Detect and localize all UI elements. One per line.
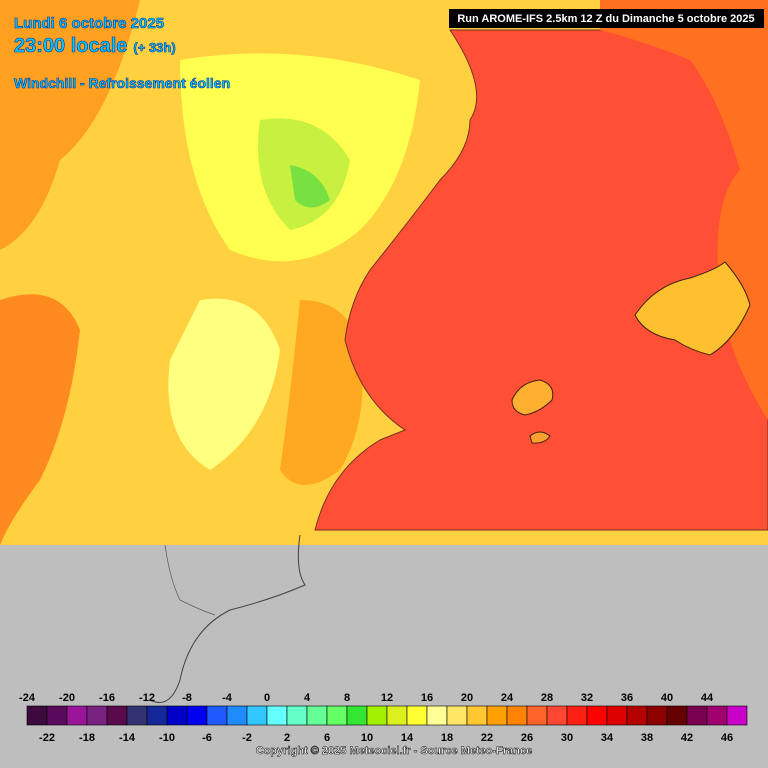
legend-swatch [286, 705, 308, 726]
legend-label: 28 [541, 692, 553, 704]
legend-label: -22 [39, 732, 55, 744]
date: Lundi 6 octobre 2025 [14, 15, 164, 32]
island [511, 379, 554, 416]
legend-label: 42 [681, 732, 693, 744]
legend-swatch [46, 705, 68, 726]
legend-swatch [586, 705, 608, 726]
legend-label: -6 [202, 732, 212, 744]
copyright: Copyright © 2025 Meteociel.fr - Source M… [256, 745, 532, 757]
legend-label: -10 [159, 732, 175, 744]
land-cool [168, 298, 280, 470]
legend-label: -20 [59, 692, 75, 704]
border [149, 534, 306, 703]
legend-swatch [266, 705, 288, 726]
legend-label: 4 [304, 692, 311, 704]
land-cool [290, 165, 330, 208]
legend-swatch [506, 705, 528, 726]
legend-label: 6 [324, 732, 330, 744]
legend-label: -4 [222, 692, 233, 704]
legend-swatch [626, 705, 648, 726]
legend-swatch [66, 705, 88, 726]
legend-swatch [246, 705, 268, 726]
legend-label: 0 [264, 692, 270, 704]
legend-label: 32 [581, 692, 593, 704]
time: 23:00 locale [14, 35, 127, 57]
legend-swatch [186, 705, 208, 726]
legend-swatch [406, 705, 428, 726]
run: Run AROME-IFS 2.5km 12 Z du Dimanche 5 o… [457, 13, 754, 25]
legend-swatch [706, 705, 728, 726]
legend-swatch [446, 705, 468, 726]
legend-swatch [646, 705, 668, 726]
legend-label: 26 [521, 732, 533, 744]
legend-label: 10 [361, 732, 373, 744]
legend-label: 38 [641, 732, 653, 744]
legend-label: -2 [242, 732, 252, 744]
legend-label: -16 [99, 692, 115, 704]
legend-label: 46 [721, 732, 733, 744]
legend-swatch [206, 705, 228, 726]
time-line: 23:00 locale (+ 33h) [14, 35, 176, 57]
legend-swatch [346, 705, 368, 726]
legend-label: 16 [421, 692, 433, 704]
legend-swatch [606, 705, 628, 726]
legend-swatch [86, 705, 108, 726]
legend-swatch [326, 705, 348, 726]
border [164, 544, 216, 616]
legend-swatch [426, 705, 448, 726]
legend-swatch [726, 705, 748, 726]
legend-label: 8 [344, 692, 350, 704]
legend-swatch [106, 705, 128, 726]
legend-swatch [386, 705, 408, 726]
legend-label: 14 [401, 732, 414, 744]
land-warm [0, 0, 140, 250]
legend-label: 36 [621, 692, 633, 704]
legend-label: -18 [79, 732, 95, 744]
legend-swatch [166, 705, 188, 726]
legend-label: 24 [501, 692, 514, 704]
legend-label: 22 [481, 732, 493, 744]
subtitle: Windchill - Refroissement éolien [14, 75, 230, 91]
legend-label: 30 [561, 732, 573, 744]
legend-label: 34 [601, 732, 614, 744]
legend-swatch [566, 705, 588, 726]
land-warm [0, 294, 80, 545]
legend-swatch [526, 705, 548, 726]
legend-swatch [486, 705, 508, 726]
legend-label: -24 [19, 692, 36, 704]
island [634, 261, 751, 356]
land-warm [280, 300, 363, 485]
offset: (+ 33h) [133, 40, 175, 55]
legend-label: 40 [661, 692, 673, 704]
legend: -24-22-20-18-16-14-12-10-8-6-4-202468101… [19, 692, 748, 744]
legend-label: -12 [139, 692, 155, 704]
legend-swatch [366, 705, 388, 726]
legend-swatch [546, 705, 568, 726]
legend-label: 18 [441, 732, 453, 744]
legend-swatch [466, 705, 488, 726]
legend-swatch [226, 705, 248, 726]
legend-swatch [26, 705, 48, 726]
legend-label: 20 [461, 692, 473, 704]
legend-swatch [126, 705, 148, 726]
legend-label: 44 [701, 692, 714, 704]
island [529, 431, 551, 444]
run-box [449, 9, 764, 28]
legend-swatch [666, 705, 688, 726]
sea [314, 29, 768, 531]
legend-label: -8 [182, 692, 192, 704]
legend-label: -14 [119, 732, 136, 744]
legend-swatch [306, 705, 328, 726]
legend-label: 12 [381, 692, 393, 704]
legend-swatch [686, 705, 708, 726]
legend-swatch [146, 705, 168, 726]
legend-label: 2 [284, 732, 290, 744]
